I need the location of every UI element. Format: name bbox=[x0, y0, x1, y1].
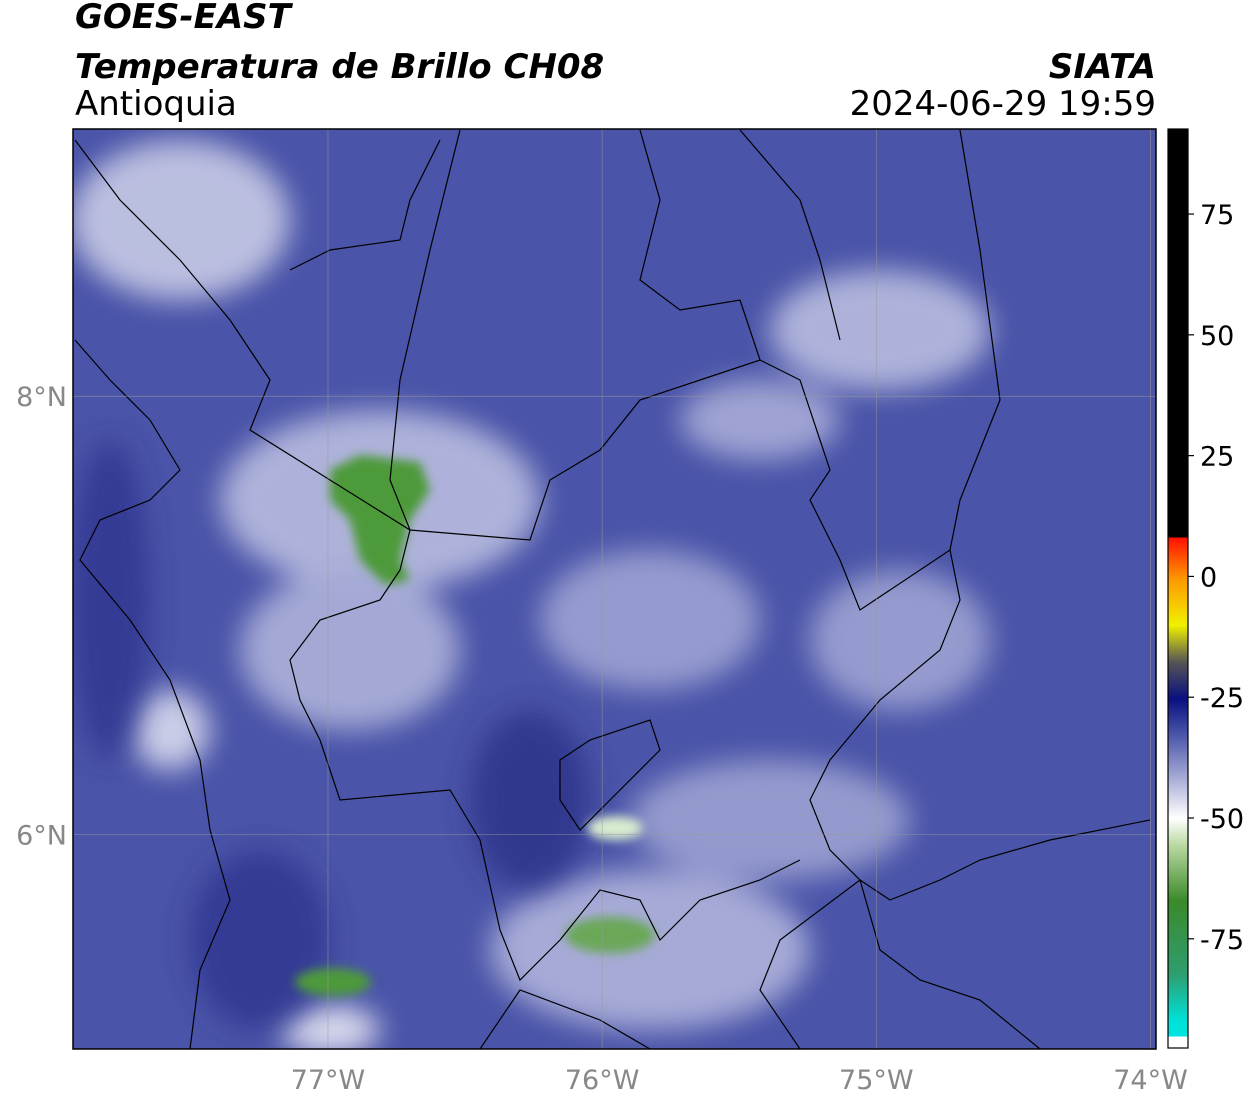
colorbar-tick-label: 25 bbox=[1200, 442, 1234, 473]
agency: SIATA bbox=[1049, 47, 1156, 87]
lon-tick-label: 75°W bbox=[839, 1065, 914, 1096]
colorbar-tick-label: -25 bbox=[1200, 683, 1244, 714]
subtitle: Temperatura de Brillo CH08 bbox=[75, 47, 604, 87]
title: GOES-EAST bbox=[75, 0, 294, 37]
colorbar-tick-label: -75 bbox=[1200, 925, 1244, 956]
colorbar-tick-label: 75 bbox=[1200, 200, 1234, 231]
map-frame bbox=[72, 128, 1157, 1050]
datetime: 2024-06-29 19:59 bbox=[850, 84, 1156, 124]
lat-tick-label: 6°N bbox=[16, 820, 67, 851]
colorbar-tick-label: 0 bbox=[1200, 562, 1217, 593]
satellite-image bbox=[73, 129, 1156, 1049]
lon-tick-label: 74°W bbox=[1113, 1065, 1188, 1096]
colorbar-tick-label: 50 bbox=[1200, 321, 1234, 352]
borders bbox=[74, 129, 1151, 1049]
lon-tick-label: 76°W bbox=[565, 1065, 640, 1096]
lon-tick-label: 77°W bbox=[291, 1065, 366, 1096]
colorbar-tick-label: -50 bbox=[1200, 804, 1244, 835]
lat-tick-label: 8°N bbox=[16, 382, 67, 413]
colorbar bbox=[1167, 128, 1189, 1049]
region: Antioquia bbox=[75, 84, 237, 124]
